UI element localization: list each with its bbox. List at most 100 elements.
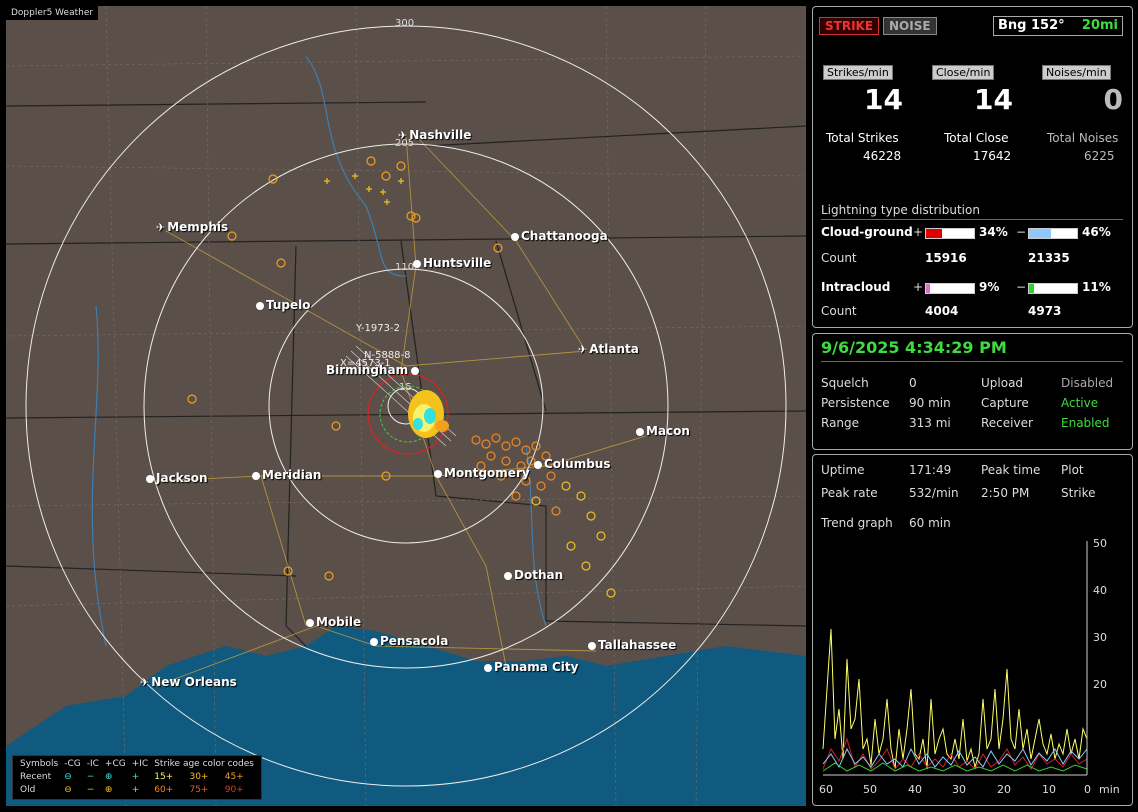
airport-icon: ✈ xyxy=(398,129,408,142)
legend-header-pos-cg: +CG xyxy=(104,759,126,769)
lightning-map[interactable]: 300 205 110 15 Y-1973-2 N-5888-8 X=4573-… xyxy=(6,6,806,806)
city-dot-icon xyxy=(370,638,378,646)
city-dot-icon xyxy=(511,233,519,241)
bearing-box: Bng 152° 20mi xyxy=(993,16,1123,36)
cg-negative-count: 21335 xyxy=(1028,251,1070,265)
city-tupelo: Tupelo xyxy=(256,298,311,312)
cloud-ground-label: Cloud-ground xyxy=(821,225,913,239)
upload-label: Upload xyxy=(981,376,1024,390)
uptime-label: Uptime xyxy=(821,463,865,477)
persistence-label: Persistence xyxy=(821,396,890,410)
uptime-value: 171:49 xyxy=(909,463,952,477)
status-panel: STRIKE NOISE Bng 152° 20mi Strikes/min C… xyxy=(812,6,1133,328)
x-unit: min xyxy=(1099,783,1120,796)
ic-positive-count: 4004 xyxy=(925,304,959,318)
city-dot-icon xyxy=(306,619,314,627)
city-dot-icon xyxy=(256,302,264,310)
cg-positive-pct: 34% xyxy=(979,225,1008,239)
legend-age-15: 15+ xyxy=(154,772,174,782)
legend-old-label: Old xyxy=(20,785,36,795)
x-tick-20: 20 xyxy=(997,783,1011,796)
range-label-205: 205 xyxy=(395,138,414,149)
y-tick-30: 30 xyxy=(1093,631,1107,644)
intracloud-label: Intracloud xyxy=(821,280,891,294)
x-tick-50: 50 xyxy=(863,783,877,796)
trend-graph xyxy=(822,541,1088,776)
city-dot-icon xyxy=(636,428,644,436)
city-macon: Macon xyxy=(636,424,690,438)
peak-time-label: Peak time xyxy=(981,463,1041,477)
cg-negative-pct: 46% xyxy=(1082,225,1111,239)
y-tick-50: 50 xyxy=(1093,537,1107,550)
city-mobile: Mobile xyxy=(306,615,361,629)
ic-positive-bar xyxy=(925,283,975,294)
upload-value: Disabled xyxy=(1061,376,1114,390)
settings-panel: 9/6/2025 4:34:29 PM Squelch 0 Upload Dis… xyxy=(812,333,1133,450)
city-nashville: ✈ Nashville xyxy=(398,128,472,142)
city-meridian: Meridian xyxy=(252,468,321,482)
range-label-110: 110 xyxy=(395,262,414,273)
distance-value: 20mi xyxy=(1081,18,1118,33)
legend-age-60: 60+ xyxy=(154,785,174,795)
squelch-value: 0 xyxy=(909,376,917,390)
city-dothan: Dothan xyxy=(504,568,563,582)
storm-label-y: Y-1973-2 xyxy=(355,323,400,334)
bearing-value: Bng 152° xyxy=(998,18,1065,33)
legend-recent-neg-cg-icon: ⊖ xyxy=(64,772,72,782)
ic-negative-bar xyxy=(1028,283,1078,294)
strike-indicator[interactable]: STRIKE xyxy=(819,17,880,35)
legend-old-pos-ic-icon: + xyxy=(131,785,140,795)
total-noises-label: Total Noises xyxy=(1047,131,1119,145)
ic-negative-count: 4973 xyxy=(1028,304,1062,318)
squelch-label: Squelch xyxy=(821,376,869,390)
cg-positive-bar xyxy=(925,228,975,239)
y-tick-20: 20 xyxy=(1093,678,1107,691)
legend-age-30: 30+ xyxy=(189,772,209,782)
strike-cluster-birmingham xyxy=(408,390,449,438)
range-labels: 300 205 110 15 xyxy=(395,18,414,393)
close-per-min-label: Close/min xyxy=(932,65,995,80)
storm-label-x: X=4573-1 xyxy=(340,358,391,369)
airport-icon: ✈ xyxy=(578,343,588,356)
plot-label: Plot xyxy=(1061,463,1084,477)
legend-recent-pos-ic-icon: + xyxy=(131,772,140,782)
ic-count-label: Count xyxy=(821,304,857,318)
legend-recent-neg-ic-icon: − xyxy=(86,772,95,782)
city-dot-icon xyxy=(252,472,260,480)
plot-value[interactable]: Strike xyxy=(1061,486,1096,500)
trend-panel: Uptime 171:49 Peak time Plot Peak rate 5… xyxy=(812,454,1133,806)
ic-negative-pct: 11% xyxy=(1082,280,1111,294)
noises-per-min-label: Noises/min xyxy=(1042,65,1111,80)
storm-labels: Y-1973-2 N-5888-8 X=4573-1 xyxy=(340,323,411,369)
persistence-value: 90 min xyxy=(909,396,951,410)
x-tick-40: 40 xyxy=(908,783,922,796)
trend-lines xyxy=(822,628,1088,772)
city-new-orleans: ✈ New Orleans xyxy=(140,675,237,689)
legend-recent-label: Recent xyxy=(20,772,52,782)
city-dot-icon xyxy=(146,475,154,483)
range-label-15: 15 xyxy=(399,382,412,393)
datetime: 9/6/2025 4:34:29 PM xyxy=(821,338,1007,357)
state-borders xyxy=(6,101,806,647)
range-label-300: 300 xyxy=(395,18,414,29)
legend-header-age: Strike age color codes xyxy=(154,759,254,769)
x-tick-30: 30 xyxy=(952,783,966,796)
noise-indicator[interactable]: NOISE xyxy=(883,17,937,35)
receiver-label: Receiver xyxy=(981,416,1033,430)
strikes-per-min-label: Strikes/min xyxy=(823,65,893,80)
total-strikes-label: Total Strikes xyxy=(826,131,899,145)
legend-header-neg-ic: -IC xyxy=(86,759,99,769)
city-dot-icon xyxy=(534,461,542,469)
city-memphis: ✈ Memphis xyxy=(156,220,229,234)
peak-rate-label: Peak rate xyxy=(821,486,878,500)
city-jackson: Jackson xyxy=(146,471,208,485)
city-dot-icon xyxy=(588,642,596,650)
storm-label-n: N-5888-8 xyxy=(364,350,411,361)
city-dot-icon xyxy=(504,572,512,580)
cg-minus-sign: − xyxy=(1016,225,1027,239)
legend-header-symbols: Symbols xyxy=(20,759,59,769)
strike-scatter-north xyxy=(187,156,503,581)
cg-negative-bar xyxy=(1028,228,1078,239)
roads xyxy=(155,135,647,687)
map-legend: Symbols -CG -IC +CG +IC Strike age color… xyxy=(12,755,262,800)
